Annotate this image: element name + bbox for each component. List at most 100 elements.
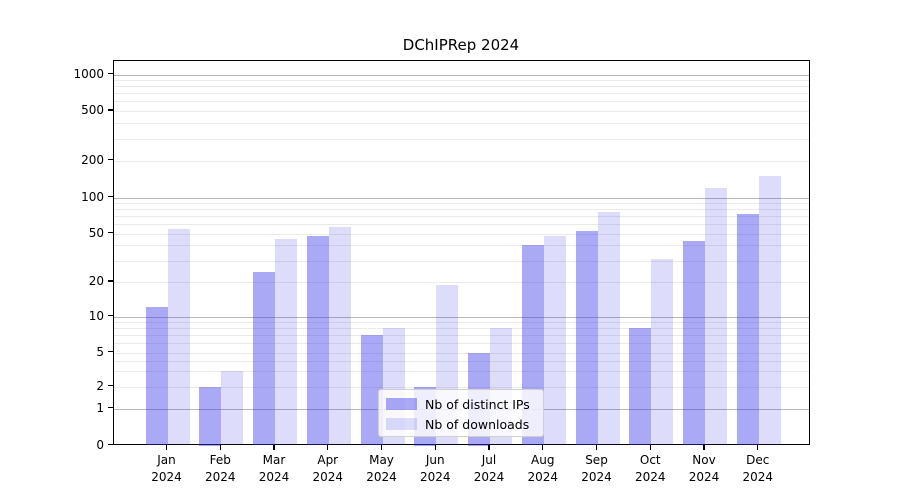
x-axis-tick-label-line: 2024 <box>258 469 290 484</box>
x-axis-tick-label: Mar 2024 <box>244 452 304 485</box>
bar-distinct-ips-feb <box>199 386 222 446</box>
y-axis-tick-label: 100 <box>81 189 104 204</box>
x-axis-tick-label: Dec 2024 <box>728 452 788 485</box>
legend: Nb of distinct IPs Nb of downloads <box>378 389 544 437</box>
legend-item-distinct-ips: Nb of distinct IPs <box>386 394 536 414</box>
x-axis-tick-label-line: Dec <box>746 453 770 467</box>
y-tick-mark <box>108 384 113 387</box>
x-axis-tick-label-line: 2024 <box>151 469 182 484</box>
y-tick-mark <box>108 72 113 75</box>
bar-downloads-nov <box>705 187 727 446</box>
minor-gridline <box>114 86 809 88</box>
legend-swatch-downloads <box>386 418 417 430</box>
plot-area <box>113 60 810 446</box>
minor-gridline <box>114 335 809 337</box>
minor-gridline <box>114 343 809 345</box>
minor-gridline <box>114 101 809 103</box>
minor-gridline <box>114 233 809 235</box>
bar-distinct-ips-dec <box>736 213 759 446</box>
bar-downloads-oct <box>651 258 674 446</box>
x-axis-tick-label-line: May <box>369 453 394 467</box>
x-tick-mark <box>542 444 544 450</box>
x-axis-tick-label-line: Jan <box>157 453 176 467</box>
minor-gridline <box>114 80 809 82</box>
minor-gridline <box>114 371 809 373</box>
major-gridline <box>114 316 809 318</box>
y-axis-tick-label: 200 <box>81 152 104 167</box>
x-axis-tick-label-line: 2024 <box>688 469 720 484</box>
y-tick-mark <box>108 314 113 317</box>
y-axis-tick-label: 5 <box>96 344 104 359</box>
x-axis-tick-label: Nov 2024 <box>674 452 734 485</box>
minor-gridline <box>114 209 809 211</box>
y-axis-tick-label: 0 <box>96 437 104 452</box>
x-axis-tick-label: Jun 2024 <box>405 452 465 485</box>
x-tick-mark <box>273 444 275 450</box>
y-tick-mark <box>108 406 113 409</box>
minor-gridline <box>114 328 809 330</box>
bar-downloads-apr <box>328 226 351 446</box>
minor-gridline <box>114 352 809 354</box>
chart-title: DChIPRep 2024 <box>402 36 520 54</box>
x-axis-tick-label-line: 2024 <box>581 469 612 484</box>
x-axis-tick-label-line: 2024 <box>419 469 451 484</box>
legend-item-downloads: Nb of downloads <box>386 414 536 434</box>
x-tick-mark <box>757 444 759 450</box>
x-tick-mark <box>380 444 383 450</box>
y-axis-tick-label: 10 <box>88 308 104 323</box>
bar-distinct-ips-apr <box>306 235 329 446</box>
bar-distinct-ips-nov <box>683 241 705 446</box>
bar-downloads-dec <box>758 175 781 446</box>
bar-distinct-ips-oct <box>629 328 652 446</box>
x-tick-mark <box>649 444 651 450</box>
x-tick-mark <box>327 444 329 450</box>
x-axis-tick-label-line: Apr <box>317 453 339 467</box>
bar-distinct-ips-sep <box>575 231 598 446</box>
x-axis-tick-label-line: Jul <box>481 453 497 467</box>
minor-gridline <box>114 123 809 125</box>
y-axis-tick-label: 500 <box>81 103 104 117</box>
minor-gridline <box>114 282 809 283</box>
x-axis-tick-label: Apr 2024 <box>298 452 358 485</box>
legend-label-downloads: Nb of downloads <box>425 416 530 432</box>
y-tick-mark <box>108 195 113 198</box>
y-tick-mark <box>108 350 113 353</box>
x-axis-tick-label-line: Oct <box>639 453 661 467</box>
minor-gridline <box>114 386 809 388</box>
x-tick-mark <box>595 444 598 450</box>
minor-gridline <box>114 93 809 95</box>
minor-gridline <box>114 321 809 323</box>
minor-gridline <box>114 360 809 362</box>
legend-swatch-distinct-ips <box>386 398 417 410</box>
x-tick-mark <box>434 444 436 450</box>
y-axis-tick-label: 1 <box>96 400 104 415</box>
x-axis-tick-label-line: 2024 <box>742 469 774 484</box>
x-tick-mark <box>488 444 490 450</box>
minor-gridline <box>114 260 809 262</box>
x-axis-tick-label-line: Sep <box>585 453 608 467</box>
bar-distinct-ips-may <box>360 335 383 446</box>
x-axis-tick-label: Jan 2024 <box>137 452 197 485</box>
y-axis-tick-label: 2 <box>96 378 104 393</box>
y-axis-tick-label: 1000 <box>73 66 104 81</box>
x-axis-tick-label-line: Nov <box>692 453 716 467</box>
y-tick-mark <box>108 443 113 446</box>
x-axis-tick-label-line: 2024 <box>634 469 666 484</box>
minor-gridline <box>114 138 809 140</box>
x-axis-tick-label-line: 2024 <box>527 469 559 484</box>
major-gridline <box>114 197 809 199</box>
bar-downloads-aug <box>543 235 566 446</box>
x-axis-tick-label-line: Jun <box>425 453 445 467</box>
minor-gridline <box>114 245 809 247</box>
x-axis-tick-label-line: 2024 <box>312 469 344 484</box>
bar-downloads-sep <box>597 212 620 446</box>
x-tick-mark <box>165 444 168 450</box>
minor-gridline <box>114 111 809 112</box>
y-tick-mark <box>108 280 113 282</box>
minor-gridline <box>114 202 809 204</box>
bar-distinct-ips-jan <box>145 307 168 446</box>
bar-downloads-jan <box>167 228 190 446</box>
legend-label-distinct-ips: Nb of distinct IPs <box>425 396 530 412</box>
y-axis-tick-label: 50 <box>88 225 104 240</box>
